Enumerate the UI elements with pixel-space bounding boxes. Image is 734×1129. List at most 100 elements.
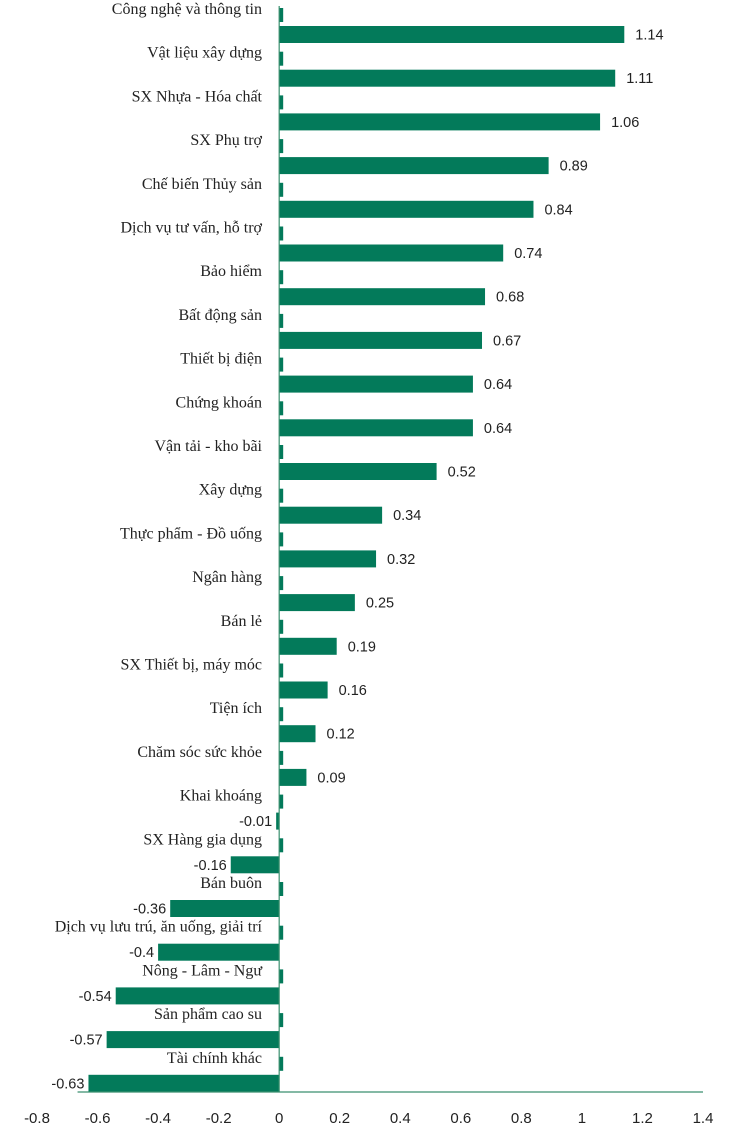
- category-label: Dịch vụ lưu trú, ăn uống, giải trí: [55, 919, 263, 936]
- zero-stub-mark: [279, 619, 284, 634]
- zero-stub-mark: [279, 182, 284, 197]
- zero-stub-mark: [279, 8, 284, 22]
- value-label: 0.64: [484, 421, 512, 437]
- value-label: 0.89: [560, 159, 588, 175]
- bars-group: [88, 8, 625, 1092]
- zero-stub-mark: [279, 1013, 284, 1028]
- value-label: -0.54: [79, 989, 112, 1005]
- bar: [279, 506, 383, 524]
- bar: [279, 69, 616, 87]
- bar: [279, 463, 437, 480]
- x-tick-label: 1.4: [693, 1110, 714, 1127]
- value-label: 0.52: [448, 465, 476, 481]
- category-label: Dịch vụ tư vấn, hỗ trợ: [120, 220, 262, 237]
- category-label: Bảo hiểm: [200, 263, 262, 280]
- value-label: -0.57: [70, 1033, 103, 1049]
- zero-stub-mark: [279, 357, 284, 372]
- zero-stub-mark: [279, 576, 284, 591]
- category-label: Bán buôn: [200, 875, 262, 892]
- zero-stub-mark: [279, 1056, 284, 1071]
- bar: [115, 987, 280, 1005]
- zero-stub-mark: [279, 313, 284, 328]
- x-tick-label: 0.2: [329, 1110, 350, 1127]
- zero-stub-mark: [279, 794, 284, 809]
- zero-stub-mark: [279, 95, 284, 110]
- zero-stub-mark: [279, 488, 284, 503]
- x-tick-label: -0.6: [85, 1110, 111, 1127]
- axes-group: [77, 6, 703, 1093]
- category-label: Thiết bị điện: [180, 351, 262, 368]
- category-label: Chế biến Thủy sản: [142, 176, 262, 193]
- bar: [279, 200, 534, 218]
- category-label: Ngân hàng: [192, 569, 262, 586]
- bar: [170, 900, 280, 917]
- bar: [279, 331, 483, 349]
- value-label: 1.14: [635, 28, 663, 44]
- x-tick-label: -0.4: [145, 1110, 171, 1127]
- zero-stub-mark: [279, 925, 284, 940]
- category-label: Chứng khoán: [176, 394, 262, 411]
- value-label: -0.4: [129, 945, 154, 961]
- value-label: 0.25: [366, 596, 394, 612]
- bar: [279, 550, 377, 568]
- category-label: Xây dựng: [199, 482, 262, 499]
- category-label: Chăm sóc sức khỏe: [137, 744, 262, 761]
- value-label: 0.68: [496, 290, 524, 306]
- x-tick-label: 1: [578, 1110, 586, 1127]
- category-label: SX Hàng gia dụng: [143, 831, 262, 848]
- value-label: -0.01: [239, 814, 272, 830]
- value-label: 1.06: [611, 115, 639, 131]
- x-tick-label: 0.6: [450, 1110, 471, 1127]
- zero-stub-mark: [279, 707, 284, 722]
- bar: [279, 768, 307, 786]
- zero-stub-mark: [279, 882, 284, 896]
- zero-stub-mark: [279, 270, 284, 285]
- category-label: SX Nhựa - Hóa chất: [132, 88, 263, 105]
- zero-stub-mark: [279, 226, 284, 241]
- bar: [88, 1074, 280, 1092]
- zero-stub-mark: [279, 445, 284, 459]
- value-label: 0.64: [484, 377, 512, 393]
- value-label: 0.34: [393, 508, 421, 524]
- x-tick-label: -0.2: [206, 1110, 232, 1127]
- zero-stub-mark: [279, 139, 284, 154]
- value-label: 1.11: [626, 71, 653, 87]
- category-label: Tiện ích: [210, 700, 262, 717]
- bar: [158, 943, 280, 961]
- category-label: SX Phụ trợ: [190, 132, 262, 149]
- category-label: Thực phẩm - Đồ uống: [120, 525, 262, 542]
- value-label: 0.16: [339, 683, 367, 699]
- zero-stub-mark: [279, 401, 284, 416]
- bar: [279, 375, 473, 393]
- category-label: Nông - Lâm - Ngư: [142, 962, 263, 979]
- bar: [279, 725, 316, 743]
- bar: [230, 856, 280, 874]
- zero-stub-mark: [279, 969, 284, 984]
- category-label: Bất động sản: [178, 307, 262, 324]
- bar: [279, 113, 601, 131]
- labels-group: Công nghệ và thông tin 1.14 Vật liệu xây d…: [24, 1, 713, 1127]
- bar: [279, 26, 625, 43]
- category-label: Khai khoáng: [180, 788, 262, 805]
- value-label: 0.12: [327, 727, 355, 743]
- bar: [106, 1031, 280, 1049]
- value-label: 0.32: [387, 552, 415, 568]
- category-label: Bán lẻ: [221, 613, 262, 630]
- category-label: Vật liệu xây dựng: [147, 45, 262, 62]
- zero-stub-mark: [279, 532, 284, 547]
- value-label: -0.63: [51, 1076, 84, 1092]
- value-label: 0.67: [493, 333, 521, 349]
- bar: [279, 244, 504, 262]
- value-label: 0.19: [348, 639, 376, 655]
- value-label: 0.09: [317, 770, 345, 786]
- category-label: Vận tải - kho bãi: [154, 438, 262, 455]
- bar: [279, 637, 337, 655]
- bar: [279, 594, 355, 612]
- value-label: 0.84: [544, 202, 572, 218]
- category-label: Tài chính khác: [167, 1050, 262, 1067]
- x-tick-label: 0: [275, 1110, 283, 1127]
- bar: [279, 419, 473, 437]
- x-tick-label: -0.8: [24, 1110, 50, 1127]
- zero-stub-mark: [279, 750, 284, 765]
